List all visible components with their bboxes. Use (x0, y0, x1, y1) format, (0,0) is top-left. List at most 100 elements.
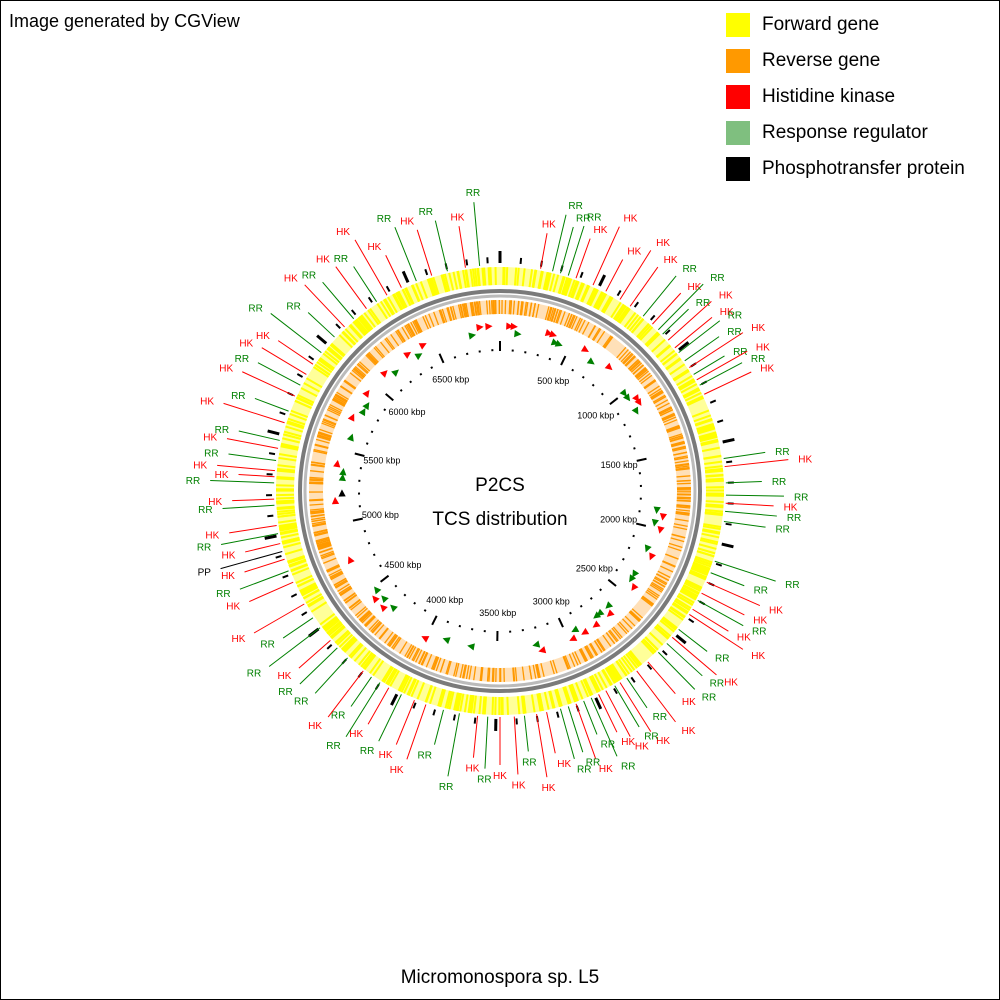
forward-gene (448, 272, 455, 291)
reverse-gene (361, 612, 373, 624)
reverse-gene (637, 370, 650, 381)
feature-leader (725, 494, 784, 497)
reverse-gene (310, 470, 325, 473)
scale-major-tick (379, 574, 390, 583)
scale-minor-tick (622, 557, 625, 561)
outer-minor-tick (664, 329, 671, 335)
forward-gene (314, 363, 331, 376)
scale-minor-tick (589, 597, 593, 600)
feature-leader (692, 608, 729, 632)
reverse-gene (540, 663, 545, 677)
outer-minor-tick (412, 702, 417, 709)
reverse-gene (629, 610, 641, 622)
forward-gene (359, 315, 372, 331)
forward-gene (462, 269, 467, 288)
forward-gene (505, 267, 509, 286)
forward-gene (297, 394, 315, 404)
reverse-gene (314, 532, 329, 537)
feature-leader (232, 498, 275, 502)
reverse-gene (318, 431, 332, 437)
forward-gene (704, 511, 723, 516)
legend-item: Response regulator (726, 115, 965, 151)
forward-gene (644, 331, 659, 346)
feature-label: RR (785, 580, 799, 591)
forward-gene (520, 695, 525, 714)
reverse-gene (316, 435, 331, 442)
reverse-gene (328, 568, 342, 577)
forward-gene (307, 596, 325, 608)
reverse-gene (485, 300, 489, 315)
forward-gene (276, 509, 295, 513)
reverse-gene (446, 307, 452, 322)
marker-hk (380, 604, 388, 613)
forward-gene (276, 477, 295, 481)
outer-major-tick (267, 429, 280, 436)
reverse-gene (647, 587, 660, 597)
outer-minor-tick (715, 562, 723, 567)
forward-gene (278, 523, 297, 529)
feature-leader (327, 670, 364, 718)
forward-gene (416, 682, 426, 700)
forward-gene (673, 599, 691, 612)
reverse-gene (620, 351, 632, 363)
forward-gene (665, 357, 681, 370)
forward-gene (343, 638, 358, 653)
forward-gene (277, 513, 296, 518)
forward-gene (544, 272, 551, 291)
reverse-gene (370, 620, 381, 632)
forward-gene (620, 656, 633, 673)
marker-rr (605, 601, 614, 609)
reverse-gene (391, 636, 401, 649)
feature-label: RR (586, 758, 600, 769)
scale-minor-tick (453, 356, 457, 359)
scale-major-tick (431, 615, 438, 626)
scale-tick-label: 3500 kbp (479, 608, 516, 618)
forward-gene (601, 669, 613, 686)
reverse-gene (514, 667, 518, 682)
reverse-gene (322, 419, 337, 426)
feature-leader (725, 481, 762, 484)
forward-gene (305, 593, 323, 604)
forward-gene (281, 537, 300, 544)
forward-gene (300, 387, 318, 398)
feature-label: RR (621, 762, 635, 773)
forward-gene (310, 601, 328, 613)
scale-minor-tick (546, 622, 549, 626)
forward-gene (615, 660, 628, 677)
feature-leader (559, 226, 574, 274)
forward-gene (430, 277, 438, 296)
reverse-gene (352, 368, 365, 379)
forward-gene (279, 524, 298, 530)
reverse-gene (414, 649, 423, 663)
feature-label: RR (439, 782, 453, 793)
reverse-gene (528, 665, 533, 680)
reverse-gene (415, 319, 423, 333)
forward-gene (338, 633, 354, 648)
forward-gene (628, 650, 642, 666)
reverse-gene (439, 309, 446, 323)
outer-minor-tick (646, 664, 653, 670)
forward-gene (678, 380, 696, 391)
forward-gene (591, 674, 601, 692)
reverse-gene (666, 426, 681, 433)
forward-gene (627, 651, 640, 668)
feature-leader (458, 226, 466, 268)
forward-gene (487, 267, 491, 286)
feature-label: HK (724, 677, 738, 688)
scale-minor-tick (413, 601, 417, 605)
feature-leader (636, 670, 676, 723)
marker-rr (632, 569, 640, 578)
feature-label: HK (400, 216, 414, 227)
forward-gene (453, 692, 460, 711)
forward-gene (405, 287, 415, 305)
reverse-gene (315, 536, 330, 542)
scale-major-tick (607, 578, 617, 587)
forward-gene (369, 658, 382, 674)
feature-leader (723, 521, 766, 528)
forward-gene (628, 316, 642, 332)
forward-gene (362, 653, 375, 669)
reverse-gene (676, 506, 691, 509)
feature-label: HK (203, 433, 217, 444)
reverse-gene (470, 302, 475, 317)
scale-minor-tick (446, 620, 450, 624)
